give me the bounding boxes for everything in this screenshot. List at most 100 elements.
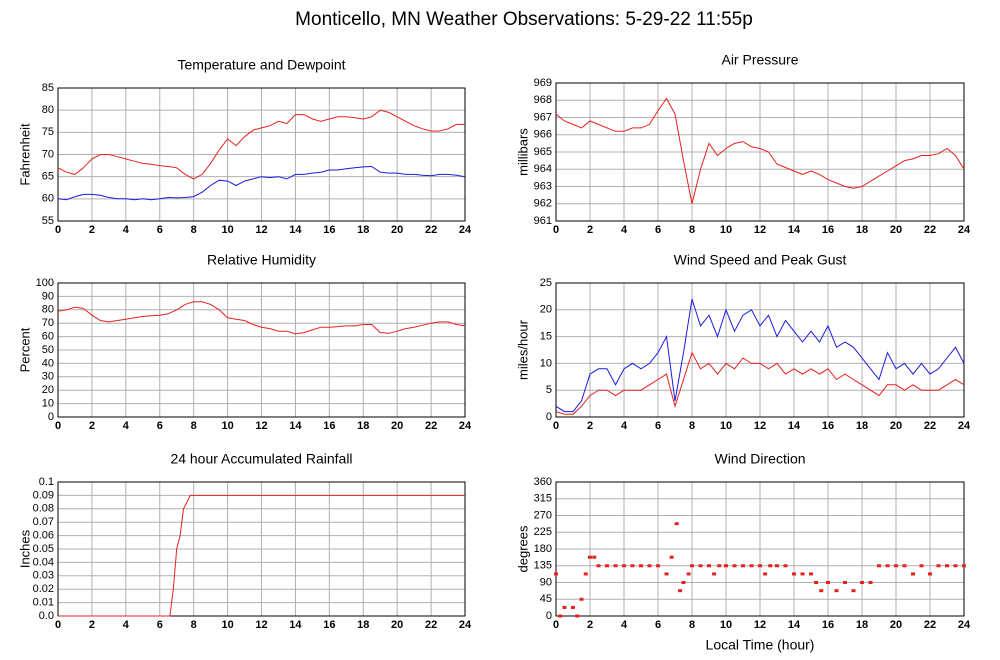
data-point (851, 589, 856, 593)
x-tick-label: 16 (822, 420, 834, 432)
data-point (656, 564, 660, 568)
data-point (674, 522, 679, 526)
x-tick-label: 22 (924, 420, 936, 432)
y-tick-label: 968 (534, 94, 552, 106)
data-point (814, 581, 819, 584)
x-tick-label: 4 (123, 619, 130, 631)
y-tick-label: 315 (534, 493, 552, 505)
data-point (885, 564, 890, 568)
x-tick-label: 8 (191, 420, 197, 432)
x-tick-label: 14 (289, 420, 302, 432)
data-point (613, 564, 618, 568)
data-point (962, 564, 966, 568)
data-point (775, 564, 779, 568)
x-tick-label: 16 (822, 224, 834, 236)
x-tick-label: 22 (425, 420, 437, 432)
x-tick-label: 12 (255, 224, 267, 236)
data-point (860, 581, 864, 584)
data-point (630, 564, 635, 568)
x-tick-label: 24 (459, 224, 472, 236)
y-tick-label: 0.06 (33, 530, 54, 542)
y-tick-label: 969 (534, 77, 552, 89)
data-point (732, 564, 737, 568)
x-tick-label: 16 (323, 619, 335, 631)
data-point (724, 564, 728, 568)
y-tick-label: 10 (540, 357, 552, 369)
plot-frame (57, 87, 466, 222)
y-tick-label: 45 (540, 593, 552, 605)
data-point (800, 572, 805, 576)
y-tick-label: 0.07 (33, 516, 54, 528)
x-tick-label: 20 (391, 619, 403, 631)
data-point (554, 572, 558, 576)
x-tick-label: 10 (221, 224, 233, 236)
x-tick-label: 4 (123, 420, 130, 432)
y-axis-label: Percent (17, 327, 32, 372)
y-tick-label: 75 (42, 126, 54, 138)
chart-title: Temperature and Dewpoint (177, 57, 345, 73)
x-tick-label: 0 (553, 619, 559, 631)
data-point (911, 572, 915, 576)
x-tick-label: 18 (856, 224, 868, 236)
y-tick-label: 80 (42, 104, 54, 116)
data-point (763, 572, 768, 576)
data-point (592, 555, 597, 559)
y-tick-label: 20 (42, 384, 54, 396)
y-tick-label: 40 (42, 357, 54, 369)
x-tick-label: 20 (391, 224, 403, 236)
x-tick-label: 24 (459, 619, 472, 631)
chart-title: 24 hour Accumulated Rainfall (170, 451, 352, 467)
x-tick-label: 12 (255, 420, 267, 432)
chart-title: Wind Speed and Peak Gust (674, 252, 847, 268)
x-tick-label: 10 (720, 420, 732, 432)
y-tick-label: 0.09 (33, 489, 54, 501)
data-point (622, 564, 626, 568)
y-tick-label: 60 (42, 331, 54, 343)
x-tick-label: 2 (587, 420, 593, 432)
data-point (819, 589, 824, 593)
y-axis-label: miles/hour (515, 319, 530, 380)
y-tick-label: 50 (42, 344, 54, 356)
y-tick-label: 55 (42, 215, 54, 227)
data-point (894, 564, 898, 568)
x-tick-label: 18 (357, 224, 369, 236)
plot-frame (57, 481, 466, 617)
data-line (57, 109, 465, 180)
y-tick-label: 0.01 (33, 597, 54, 609)
data-point (571, 605, 575, 609)
data-point (690, 564, 694, 568)
x-tick-label: 18 (856, 420, 868, 432)
y-tick-label: 965 (534, 146, 552, 158)
plot-frame (555, 82, 965, 222)
x-tick-label: 8 (191, 224, 197, 236)
data-point (681, 581, 686, 584)
data-point (843, 581, 847, 584)
x-tick-label: 24 (958, 420, 971, 432)
y-axis-label: Fahrenheit (17, 123, 32, 186)
data-point (583, 572, 588, 576)
y-tick-label: 60 (42, 193, 54, 205)
y-tick-label: 967 (534, 111, 552, 123)
y-tick-label: 5 (546, 384, 552, 396)
x-tick-label: 12 (754, 224, 766, 236)
x-tick-label: 6 (157, 224, 163, 236)
x-tick-label: 24 (459, 420, 472, 432)
data-point (928, 572, 932, 576)
y-tick-label: 0 (546, 411, 552, 423)
x-tick-label: 6 (655, 420, 661, 432)
x-tick-label: 20 (890, 420, 902, 432)
x-tick-label: 10 (720, 224, 732, 236)
y-tick-label: 85 (42, 82, 54, 94)
x-tick-label: 6 (157, 420, 163, 432)
data-point (809, 572, 813, 576)
x-tick-label: 8 (689, 619, 695, 631)
data-point (741, 564, 745, 568)
y-tick-label: 30 (42, 371, 54, 383)
y-tick-label: 0.0 (39, 610, 54, 622)
data-point (902, 564, 907, 568)
x-tick-label: 14 (788, 420, 801, 432)
data-point (717, 564, 722, 568)
x-tick-label: 12 (255, 619, 267, 631)
data-point (758, 564, 762, 568)
data-line (555, 298, 965, 413)
